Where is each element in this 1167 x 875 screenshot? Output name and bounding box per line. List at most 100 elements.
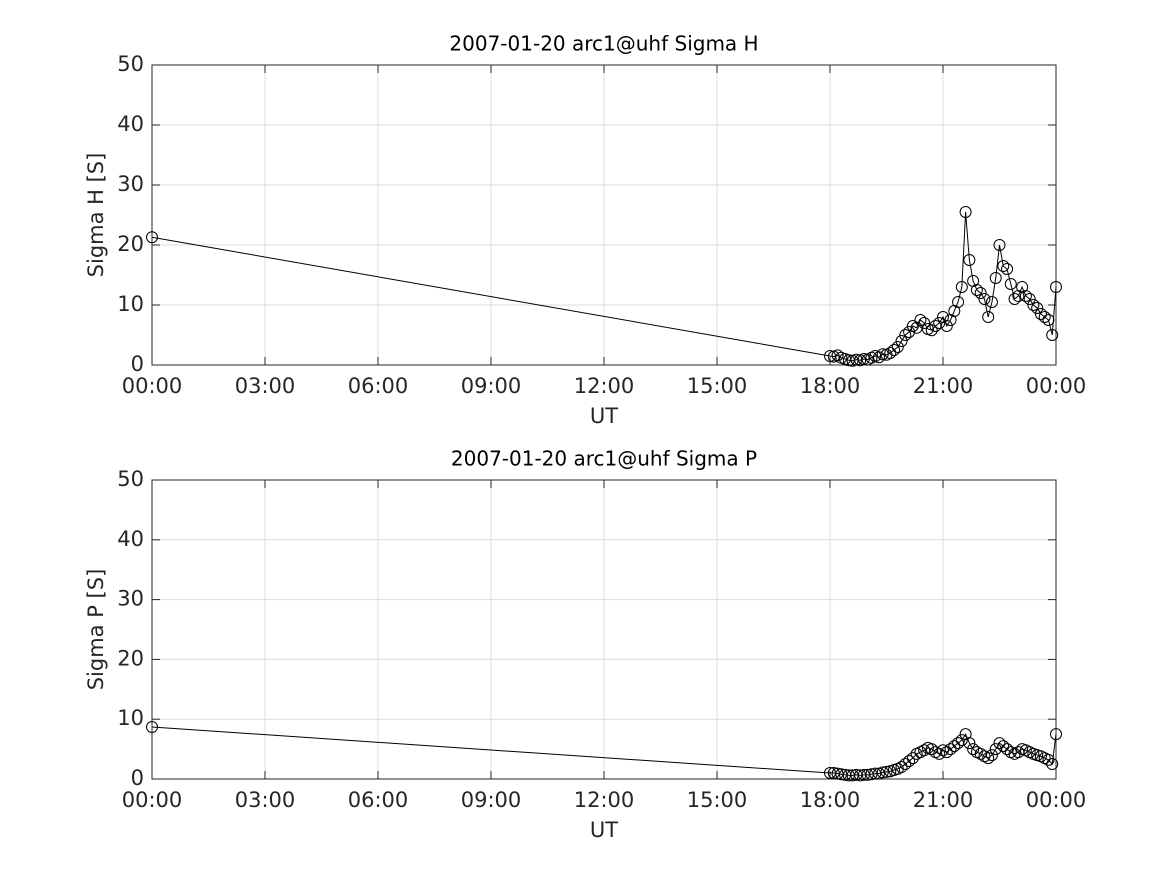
data-point [978, 293, 991, 305]
data-point [1050, 281, 1062, 293]
x-tick-label: 21:00 [913, 788, 974, 812]
data-point [985, 296, 998, 308]
data-point [895, 761, 908, 774]
data-point [1019, 290, 1032, 302]
data-point [865, 768, 878, 781]
data-point [974, 287, 987, 299]
data-point [959, 206, 972, 218]
x-tick-label: 00:00 [122, 788, 183, 812]
data-point [993, 239, 1006, 251]
x-tick-label: 12:00 [574, 788, 635, 812]
x-tick-label: 09:00 [461, 374, 522, 398]
y-tick-label: 30 [117, 172, 144, 196]
data-point [827, 767, 840, 780]
data-point [1046, 758, 1059, 771]
data-point [903, 326, 916, 338]
data-point [970, 284, 983, 296]
data-point [982, 311, 995, 323]
data-point [918, 317, 931, 329]
data-point [891, 341, 904, 353]
data-point [914, 314, 927, 326]
data-point [857, 353, 870, 365]
data-point [888, 344, 901, 356]
x-tick-label: 00:00 [1026, 374, 1087, 398]
data-point [869, 767, 882, 780]
x-tick-label: 12:00 [574, 374, 635, 398]
data-point [1027, 299, 1040, 311]
data-point [884, 347, 897, 359]
data-point [1023, 293, 1036, 305]
data-point [993, 737, 1006, 750]
x-tick-label: 09:00 [461, 788, 522, 812]
data-point [1001, 263, 1014, 275]
data-point [997, 260, 1010, 272]
chart-title: 2007-01-20 arc1@uhf Sigma H [449, 32, 758, 56]
axes-box [151, 479, 1057, 780]
data-point [997, 740, 1010, 753]
data-point [989, 272, 1002, 284]
y-tick-label: 0 [131, 766, 144, 790]
y-tick-label: 0 [131, 352, 144, 376]
x-tick-label: 18:00 [800, 374, 861, 398]
y-tick-label: 10 [117, 292, 144, 316]
data-point [933, 747, 946, 760]
x-axis-label: UT [590, 404, 618, 428]
x-tick-label: 15:00 [687, 374, 748, 398]
y-tick-label: 50 [117, 467, 144, 491]
data-point [985, 749, 998, 762]
data-point [876, 348, 889, 361]
x-tick-label: 03:00 [235, 788, 296, 812]
data-point [933, 317, 946, 329]
data-point [982, 752, 995, 765]
data-point [831, 767, 844, 780]
axes-box [151, 64, 1057, 366]
data-point [963, 254, 976, 266]
x-tick-label: 21:00 [913, 374, 974, 398]
y-tick-label: 50 [117, 52, 144, 76]
data-point [895, 335, 908, 347]
data-point [903, 755, 916, 768]
data-point [1050, 728, 1062, 741]
y-tick-label: 10 [117, 706, 144, 730]
x-tick-label: 00:00 [1026, 788, 1087, 812]
data-point [146, 231, 158, 244]
data-point [1008, 293, 1021, 305]
data-point [948, 740, 961, 753]
y-tick-label: 20 [117, 232, 144, 256]
data-point [880, 765, 893, 778]
x-tick-label: 06:00 [348, 374, 409, 398]
y-tick-label: 40 [117, 527, 144, 551]
data-point [831, 349, 844, 362]
data-point [1046, 329, 1059, 341]
x-tick-label: 18:00 [800, 788, 861, 812]
y-tick-label: 20 [117, 646, 144, 670]
data-point [944, 743, 957, 756]
x-tick-label: 06:00 [348, 788, 409, 812]
data-point [899, 329, 912, 341]
x-tick-label: 15:00 [687, 788, 748, 812]
chart-title: 2007-01-20 arc1@uhf Sigma P [451, 447, 757, 471]
y-axis-label: Sigma P [S] [84, 569, 108, 691]
data-point [1004, 278, 1017, 290]
data-point [906, 752, 919, 765]
data-point [925, 324, 938, 337]
data-point [955, 281, 968, 293]
data-point [952, 296, 965, 308]
data-point [940, 746, 953, 759]
data-point [940, 320, 953, 332]
data-point [1042, 314, 1055, 326]
y-axis-label: Sigma H [S] [84, 153, 108, 278]
data-point [824, 350, 836, 362]
data-point [876, 766, 889, 779]
data-line [151, 211, 1057, 362]
data-point [1034, 308, 1047, 320]
y-tick-label: 40 [117, 112, 144, 136]
data-point [146, 720, 158, 733]
x-axis-label: UT [590, 818, 618, 842]
x-tick-label: 03:00 [235, 374, 296, 398]
data-point [872, 351, 885, 364]
data-point [918, 744, 931, 757]
x-tick-label: 00:00 [122, 374, 183, 398]
data-point [1031, 302, 1044, 314]
